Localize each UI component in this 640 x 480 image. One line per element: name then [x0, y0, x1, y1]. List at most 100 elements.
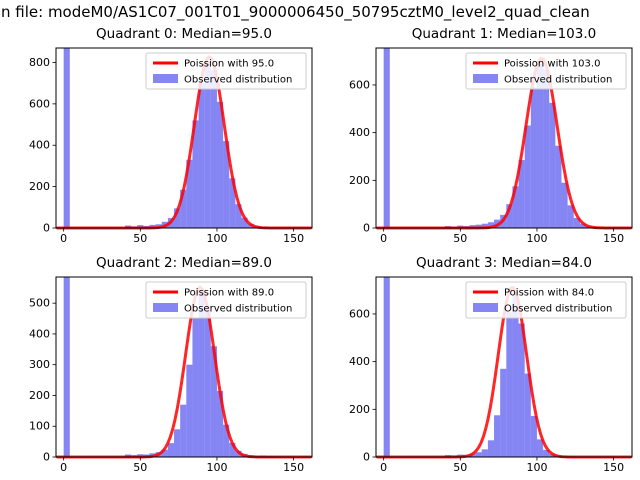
x-tick-label: 50 — [133, 461, 147, 474]
y-tick-label: 300 — [29, 358, 50, 371]
histogram-bar — [174, 429, 181, 457]
histogram-bar — [204, 306, 211, 457]
histogram-bar — [567, 205, 574, 228]
y-tick-label: 200 — [29, 180, 50, 193]
x-tick-label: 100 — [526, 461, 547, 474]
subplot-grid: 0 50 100 150 0 200 400 600 800 Quadrant 0: Median… — [0, 22, 640, 480]
histogram-bar — [204, 61, 211, 229]
y-tick-label: 100 — [29, 420, 50, 433]
axes-frame — [375, 47, 633, 229]
histogram-bar — [383, 277, 390, 457]
histogram-bar — [524, 373, 531, 457]
histogram-bar — [198, 83, 205, 228]
legend-hist-sample — [153, 74, 178, 83]
y-tick-label: 400 — [29, 327, 50, 340]
x-tick-label: 50 — [453, 461, 467, 474]
subplot-quadrant-2: 0 50 100 150 0 100 200 300 400 500 Quadrant 2: Med… — [29, 255, 313, 474]
legend-hist-label: Observed distribution — [504, 75, 612, 86]
histogram-bar — [579, 223, 587, 228]
histogram-bar — [216, 390, 224, 457]
histogram-bar — [487, 440, 495, 457]
legend-box — [465, 281, 627, 319]
x-tick-label: 50 — [453, 232, 467, 245]
x-tick-label: 0 — [380, 461, 387, 474]
histogram-bar — [63, 48, 70, 228]
x-axis-ticks: 0 50 100 150 — [60, 457, 304, 474]
histogram-bar — [518, 160, 525, 228]
histogram-bar — [198, 290, 205, 457]
legend-box — [145, 281, 307, 319]
y-axis-ticks: 0 100 200 300 400 500 — [29, 297, 56, 464]
histogram-bar — [241, 217, 248, 228]
histogram-bar — [506, 311, 513, 457]
y-tick-label: 600 — [349, 307, 370, 320]
y-tick-label: 600 — [29, 97, 50, 110]
legend-box — [145, 52, 307, 90]
histogram-bar — [536, 63, 544, 228]
histogram-bar — [500, 368, 507, 457]
histogram-bar — [229, 178, 236, 228]
histogram-bar — [536, 439, 544, 457]
legend-curve-label: Poission with 95.0 — [184, 59, 274, 70]
histogram-bar — [229, 442, 236, 457]
legend-hist-label: Observed distribution — [184, 75, 292, 86]
legend: Poission with 84.0 Observed distribution — [465, 281, 627, 319]
x-axis-ticks: 0 50 100 150 — [60, 228, 304, 245]
legend-box — [465, 52, 627, 90]
subplot-title: Quadrant 2: Median=89.0 — [96, 255, 272, 271]
y-axis-ticks: 0 200 400 600 — [349, 78, 376, 235]
histogram-bar — [549, 102, 556, 228]
histogram-bar — [512, 186, 519, 228]
histogram-bar — [555, 145, 562, 228]
histogram-bar — [543, 69, 550, 229]
y-axis-ticks: 0 200 400 600 — [349, 307, 376, 464]
histogram-bar — [210, 70, 217, 228]
x-tick-label: 0 — [60, 461, 67, 474]
histogram-bar — [192, 318, 199, 457]
y-tick-label: 0 — [363, 451, 370, 464]
legend-hist-sample — [473, 303, 498, 312]
subplot-title: Quadrant 0: Median=95.0 — [96, 26, 272, 42]
histogram-bar — [192, 120, 199, 228]
y-axis-ticks: 0 200 400 600 800 — [29, 56, 56, 235]
histogram-bar — [494, 415, 501, 457]
y-tick-label: 200 — [29, 389, 50, 402]
histogram-bar — [475, 452, 482, 457]
histogram-bar — [210, 346, 217, 457]
y-tick-label: 200 — [349, 403, 370, 416]
histogram-bars — [63, 277, 309, 457]
histogram-bar — [512, 292, 519, 457]
legend-curve-label: Poission with 89.0 — [184, 288, 274, 299]
x-tick-label: 100 — [206, 232, 227, 245]
y-tick-label: 600 — [349, 78, 370, 91]
x-tick-label: 0 — [60, 232, 67, 245]
x-tick-label: 150 — [283, 461, 304, 474]
histogram-bar — [475, 224, 482, 228]
histogram-bar — [543, 449, 550, 457]
histogram-bar — [506, 204, 513, 228]
histogram-bars — [63, 48, 309, 229]
legend-hist-label: Observed distribution — [184, 304, 292, 315]
x-axis-ticks: 0 50 100 150 — [380, 457, 624, 474]
subplot-title: Quadrant 1: Median=103.0 — [412, 26, 596, 42]
histogram-bar — [186, 159, 193, 228]
y-tick-label: 0 — [43, 222, 50, 235]
y-tick-label: 800 — [29, 56, 50, 69]
histogram-bar — [530, 87, 537, 228]
histogram-bar — [174, 208, 181, 228]
y-tick-label: 400 — [349, 355, 370, 368]
legend-hist-sample — [473, 74, 498, 83]
histogram-bar — [524, 125, 531, 228]
legend-hist-sample — [153, 303, 178, 312]
x-tick-label: 100 — [206, 461, 227, 474]
legend-hist-label: Observed distribution — [504, 304, 612, 315]
figure-title: n file: modeM0/AS1C07_001T01_9000006450_… — [1, 3, 590, 21]
histogram-bar — [186, 364, 193, 457]
histogram-bar — [481, 223, 488, 228]
subplot-quadrant-3: 0 50 100 150 0 200 400 600 Quadrant 3: Median=84… — [349, 255, 633, 474]
subplot-quadrant-1: 0 50 100 150 0 200 400 600 Quadrant 1: Median=10… — [349, 26, 633, 245]
y-tick-label: 0 — [363, 222, 370, 235]
x-tick-label: 50 — [133, 232, 147, 245]
x-tick-label: 0 — [380, 232, 387, 245]
